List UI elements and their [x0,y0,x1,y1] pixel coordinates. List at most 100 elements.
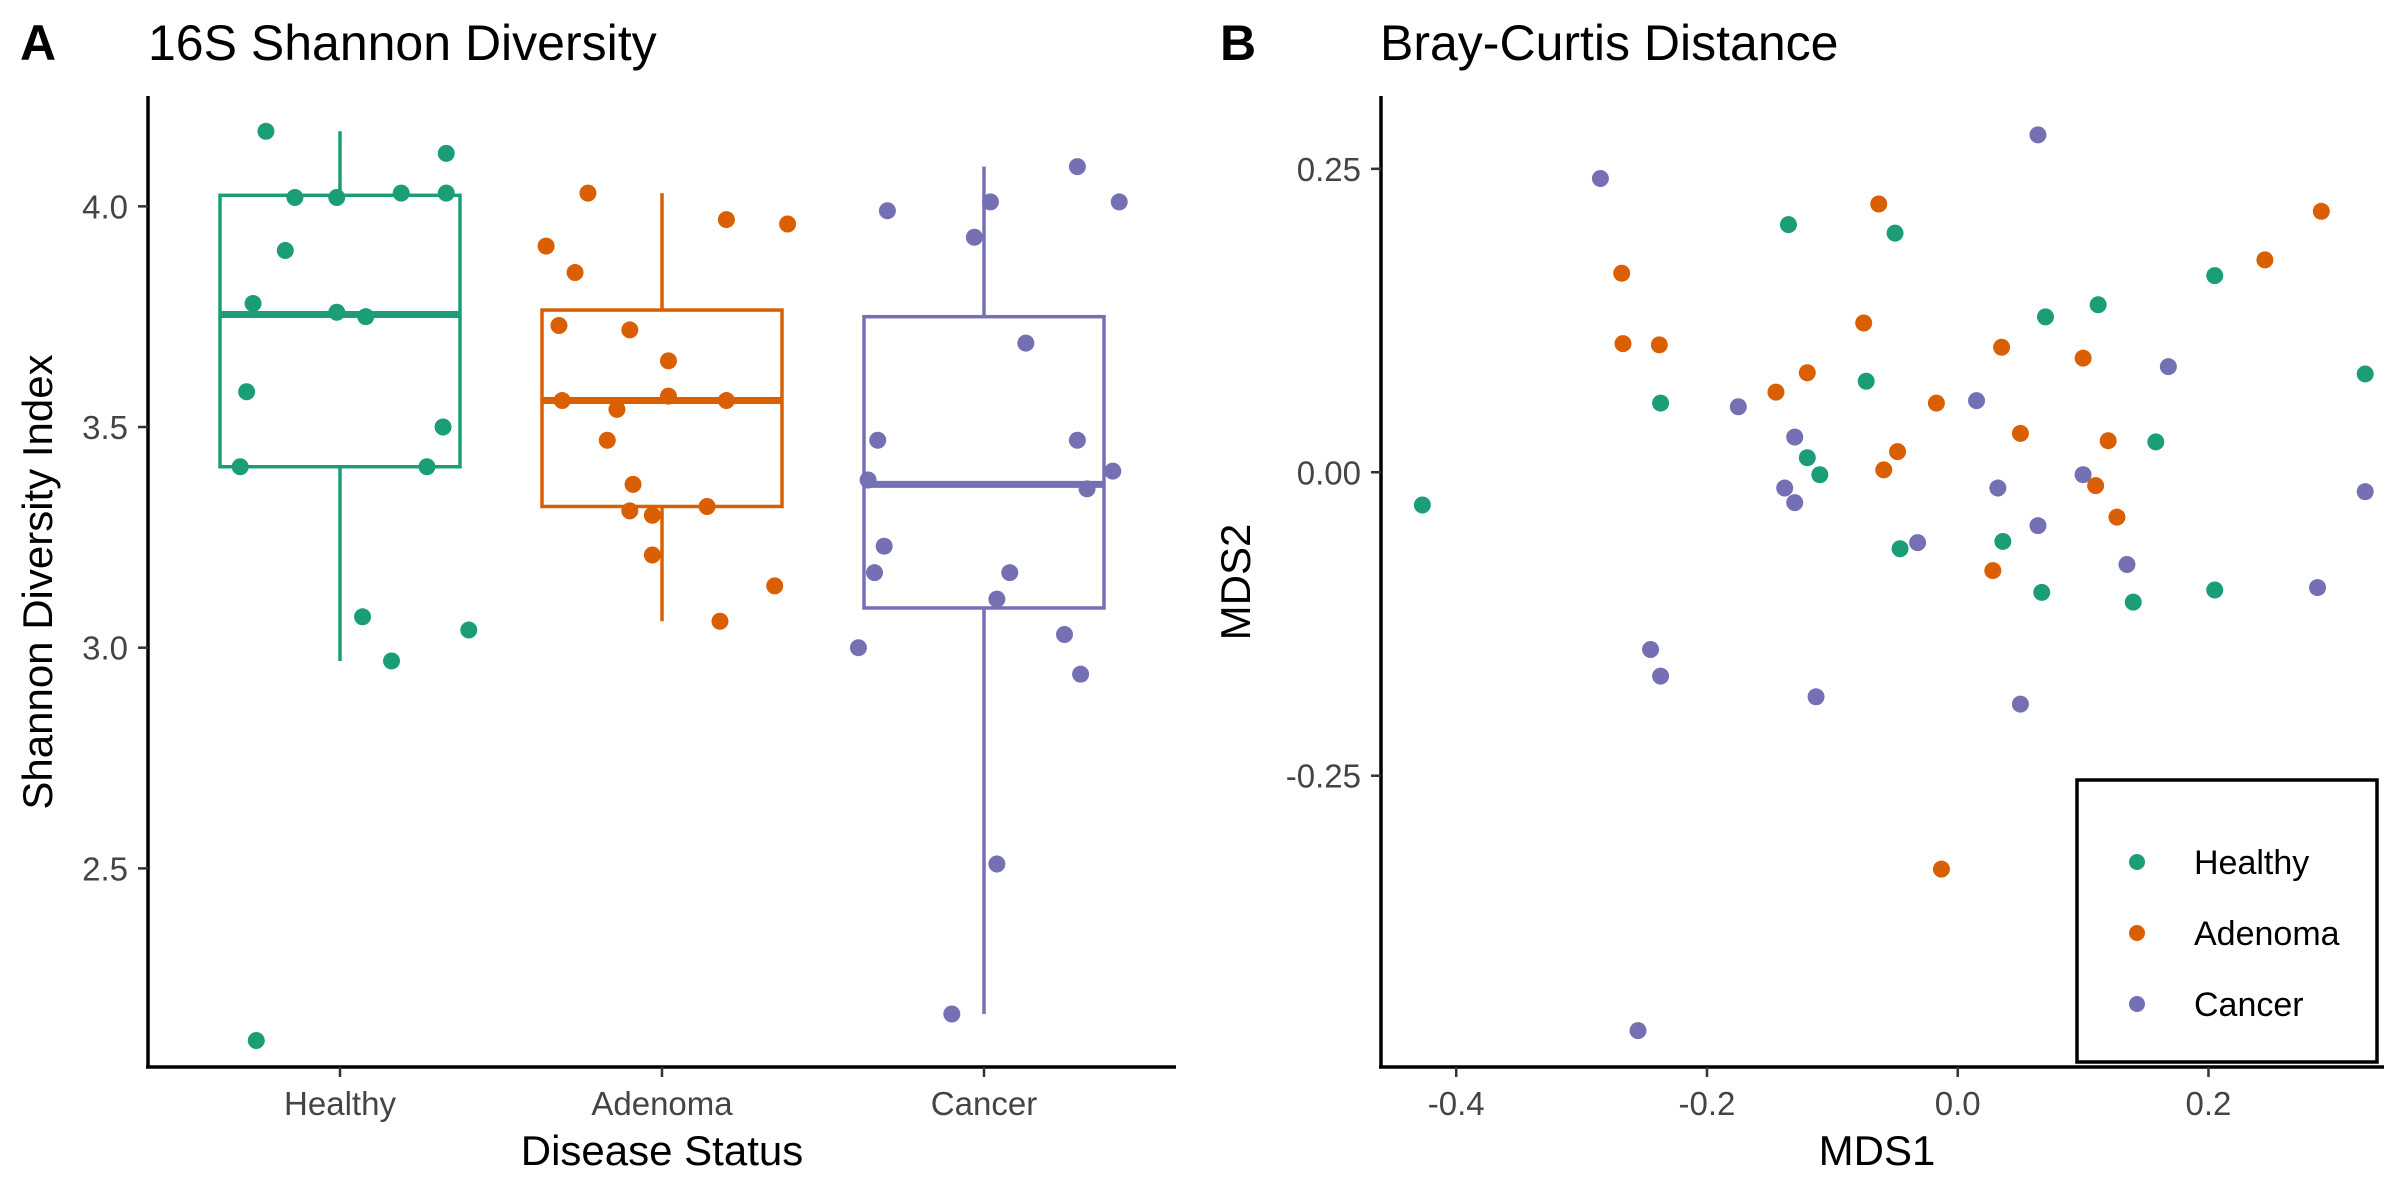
panel-a-tag: A [20,15,56,71]
point-cancer [1056,625,1073,643]
panel-b-x-tick-label: -0.4 [1428,1085,1485,1122]
point-adenoma [698,497,716,515]
point-healthy [2036,308,2054,326]
point-healthy [434,418,452,436]
point-cancer [1807,688,1825,706]
point-adenoma [659,387,677,405]
point-adenoma [621,321,639,339]
point-healthy [1857,372,1875,390]
point-adenoma [1875,461,1893,479]
point-healthy [2356,365,2374,383]
panel-b-y-tick-label: 0.00 [1297,454,1361,491]
point-healthy [1886,224,1904,242]
point-cancer [2309,579,2327,597]
point-adenoma [579,184,597,202]
point-adenoma [2074,349,2092,367]
point-cancer [1989,479,2007,497]
point-adenoma [553,392,571,410]
panel-b-tag: B [1220,15,1256,71]
box-cancer [862,314,1106,610]
point-adenoma [711,612,729,630]
point-healthy [392,184,410,202]
panel-b-y-tick-label: -0.25 [1286,758,1361,795]
point-cancer [1017,334,1035,352]
point-cancer [1909,534,1927,552]
panel-b-x-axis-label: MDS1 [1819,1127,1936,1174]
point-healthy [2206,267,2224,285]
point-cancer [866,564,884,582]
legend-label-healthy: Healthy [2194,844,2309,882]
point-adenoma [766,577,784,595]
point-healthy [1994,532,2012,550]
point-adenoma [1932,860,1950,878]
point-adenoma [1889,443,1907,461]
panel-b-x-tick-label: 0.2 [2186,1085,2232,1122]
point-healthy [231,458,249,476]
point-cancer [1786,428,1804,446]
point-adenoma [2011,424,2029,442]
point-cancer [2356,483,2374,501]
point-adenoma [621,502,639,520]
point-adenoma [1870,195,1888,213]
legend-key-healthy [2129,854,2145,870]
legend: Healthy Adenoma Cancer [2075,778,2379,1064]
point-healthy [257,122,275,140]
point-cancer [2159,358,2177,376]
panel-b-x-tick-label: 0.0 [1935,1085,1981,1122]
point-adenoma [2087,477,2105,495]
point-adenoma [1614,335,1632,353]
point-adenoma [2312,202,2330,220]
point-adenoma [1767,383,1785,401]
panel-a-y-axis-label: Shannon Diversity Index [14,354,61,809]
panel-a-y-tick-label: 3.5 [82,409,128,446]
point-cancer [1001,564,1019,582]
panel-a-boxplot: A 16S Shannon Diversity 2.5 3.0 3.5 4.0 Hea… [14,15,1176,1174]
legend-label-adenoma: Adenoma [2194,915,2340,953]
point-adenoma [717,392,735,410]
point-healthy [2033,583,2051,601]
panel-b-title: Bray-Curtis Distance [1380,15,1838,71]
panel-b-y-tick-label: 0.25 [1297,151,1361,188]
point-cancer [1068,158,1086,176]
point-cancer [859,471,877,489]
point-adenoma [643,546,661,564]
panel-b-points [1413,126,2374,1040]
point-cancer [943,1005,961,1023]
point-healthy [276,241,294,259]
panel-a-x-tick-label: Cancer [931,1085,1037,1122]
point-cancer [878,202,896,220]
point-healthy [418,458,436,476]
point-cancer [1642,640,1660,658]
point-cancer [1776,479,1794,497]
panel-a-points [231,122,1128,1050]
panel-a-boxes [218,131,1106,1015]
point-adenoma [566,264,584,282]
point-healthy [1811,466,1829,484]
point-healthy [1652,394,1670,412]
panel-a-x-tick-label: Healthy [284,1085,396,1122]
point-healthy [460,621,478,639]
point-healthy [383,652,401,670]
legend-label-cancer: Cancer [2194,986,2304,1024]
point-cancer [1968,392,1986,410]
point-healthy [328,189,346,207]
point-healthy [1779,216,1797,234]
point-adenoma [717,211,735,229]
point-adenoma [1613,264,1631,282]
point-healthy [238,383,256,401]
point-healthy [2124,593,2142,611]
point-cancer [965,228,983,246]
point-adenoma [608,400,626,418]
point-adenoma [598,431,616,449]
legend-box [2075,778,2379,1064]
point-cancer [2074,466,2092,484]
point-healthy [354,608,372,626]
point-cancer [869,431,887,449]
point-adenoma [1855,314,1873,332]
point-cancer [2011,695,2029,713]
point-healthy [244,294,262,312]
point-cancer [1729,398,1747,416]
point-healthy [2147,433,2165,451]
point-healthy [1413,496,1431,514]
point-adenoma [550,317,568,335]
